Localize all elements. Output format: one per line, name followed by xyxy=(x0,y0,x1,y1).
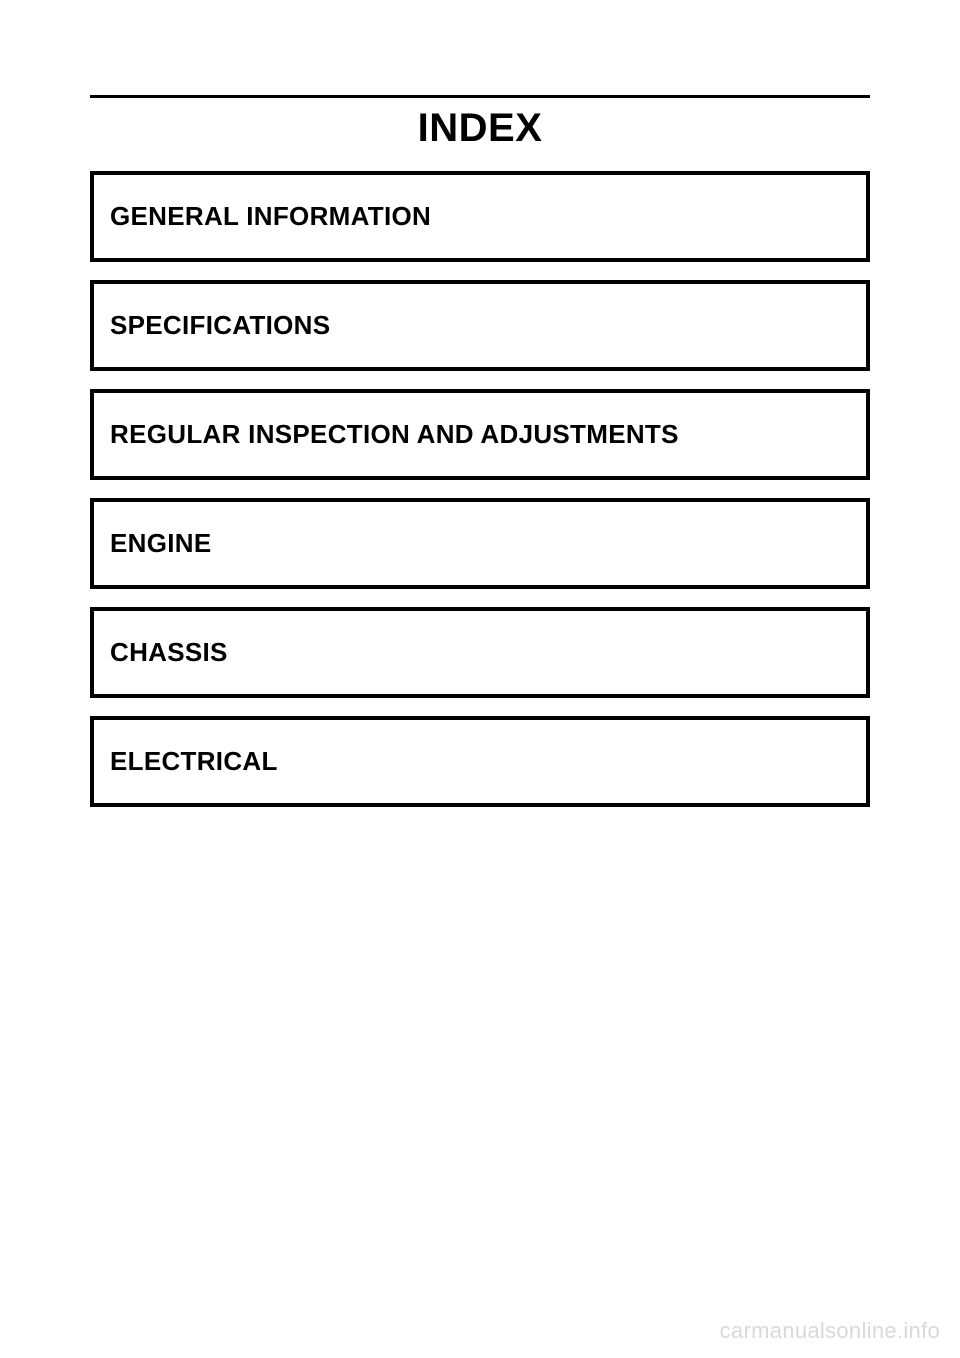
toc-item-label: REGULAR INSPECTION AND ADJUSTMENTS xyxy=(110,419,679,449)
toc-item-general-information[interactable]: GENERAL INFORMATION xyxy=(90,171,870,262)
toc-item-label: ELECTRICAL xyxy=(110,746,278,776)
toc-item-regular-inspection[interactable]: REGULAR INSPECTION AND ADJUSTMENTS xyxy=(90,389,870,480)
page-title: INDEX xyxy=(90,106,870,151)
title-rule xyxy=(90,95,870,98)
toc-item-label: GENERAL INFORMATION xyxy=(110,201,431,231)
toc-item-label: SPECIFICATIONS xyxy=(110,310,330,340)
toc-item-electrical[interactable]: ELECTRICAL xyxy=(90,716,870,807)
document-page: INDEX GENERAL INFORMATION SPECIFICATIONS… xyxy=(0,0,960,807)
watermark-text: carmanualsonline.info xyxy=(720,1318,940,1344)
toc-item-engine[interactable]: ENGINE xyxy=(90,498,870,589)
toc-item-label: CHASSIS xyxy=(110,637,228,667)
toc-item-chassis[interactable]: CHASSIS xyxy=(90,607,870,698)
toc-item-specifications[interactable]: SPECIFICATIONS xyxy=(90,280,870,371)
toc-item-label: ENGINE xyxy=(110,528,211,558)
toc-list: GENERAL INFORMATION SPECIFICATIONS REGUL… xyxy=(90,171,870,807)
